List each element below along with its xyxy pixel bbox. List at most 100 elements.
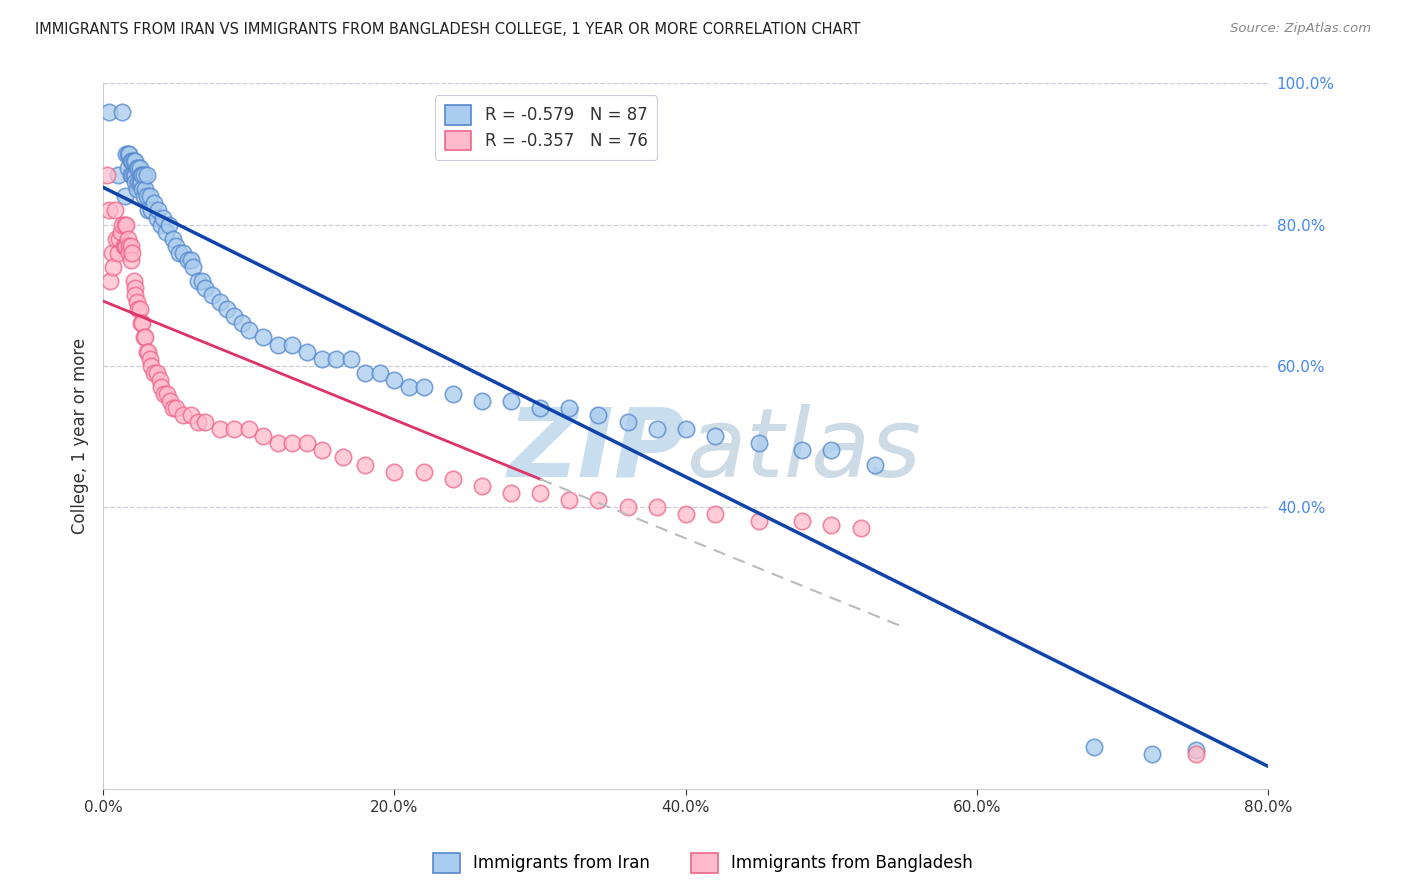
Legend: Immigrants from Iran, Immigrants from Bangladesh: Immigrants from Iran, Immigrants from Ba… bbox=[426, 847, 980, 880]
Point bbox=[131, 168, 153, 182]
Point bbox=[384, 373, 406, 387]
Point bbox=[1083, 739, 1105, 754]
Point bbox=[252, 429, 274, 443]
Point bbox=[155, 225, 177, 239]
Point bbox=[471, 478, 494, 492]
Point bbox=[208, 422, 231, 436]
Point bbox=[101, 245, 124, 260]
Point bbox=[124, 154, 146, 169]
Point bbox=[172, 408, 194, 422]
Point bbox=[120, 252, 142, 267]
Point bbox=[471, 394, 494, 409]
Point bbox=[295, 436, 318, 450]
Point bbox=[139, 189, 162, 203]
Point bbox=[180, 252, 202, 267]
Point bbox=[441, 387, 464, 401]
Point bbox=[675, 422, 697, 436]
Point bbox=[281, 337, 304, 351]
Point bbox=[146, 366, 169, 380]
Point bbox=[150, 380, 173, 394]
Point bbox=[104, 203, 127, 218]
Point bbox=[703, 507, 725, 521]
Point bbox=[125, 161, 148, 175]
Point bbox=[441, 472, 464, 486]
Point bbox=[111, 104, 134, 119]
Point bbox=[398, 380, 420, 394]
Point bbox=[134, 330, 156, 344]
Point bbox=[143, 196, 166, 211]
Point bbox=[231, 317, 253, 331]
Point bbox=[499, 394, 522, 409]
Point bbox=[121, 154, 143, 169]
Point bbox=[120, 154, 142, 169]
Point bbox=[107, 168, 129, 182]
Point bbox=[238, 323, 260, 337]
Point bbox=[115, 239, 138, 253]
Point bbox=[820, 443, 842, 458]
Point bbox=[332, 450, 354, 465]
Point bbox=[187, 415, 209, 429]
Point bbox=[120, 168, 142, 182]
Point bbox=[354, 366, 377, 380]
Point bbox=[149, 373, 172, 387]
Point bbox=[295, 344, 318, 359]
Point bbox=[128, 161, 150, 175]
Point bbox=[172, 245, 194, 260]
Point bbox=[281, 436, 304, 450]
Point bbox=[122, 168, 145, 182]
Point bbox=[131, 182, 153, 196]
Point bbox=[132, 189, 155, 203]
Point bbox=[118, 239, 141, 253]
Point bbox=[96, 168, 118, 182]
Point bbox=[176, 252, 198, 267]
Point bbox=[136, 344, 159, 359]
Point bbox=[134, 182, 156, 196]
Point bbox=[146, 211, 169, 225]
Point bbox=[748, 436, 770, 450]
Point bbox=[616, 500, 638, 514]
Point bbox=[558, 492, 581, 507]
Point bbox=[311, 351, 333, 366]
Point bbox=[645, 422, 668, 436]
Point bbox=[820, 517, 842, 532]
Point bbox=[194, 415, 217, 429]
Point bbox=[135, 344, 157, 359]
Point bbox=[159, 394, 181, 409]
Point bbox=[339, 351, 361, 366]
Point bbox=[499, 485, 522, 500]
Point bbox=[125, 182, 148, 196]
Point bbox=[107, 245, 129, 260]
Point bbox=[588, 408, 610, 422]
Point bbox=[412, 380, 434, 394]
Point bbox=[125, 295, 148, 310]
Point bbox=[384, 465, 406, 479]
Point bbox=[792, 514, 814, 528]
Point bbox=[183, 260, 205, 274]
Point bbox=[129, 317, 152, 331]
Point bbox=[117, 161, 139, 175]
Point bbox=[124, 288, 146, 302]
Point bbox=[162, 401, 184, 415]
Point bbox=[311, 443, 333, 458]
Point bbox=[124, 175, 146, 189]
Point bbox=[114, 189, 136, 203]
Point bbox=[131, 317, 153, 331]
Point bbox=[118, 147, 141, 161]
Point bbox=[325, 351, 347, 366]
Point bbox=[122, 274, 145, 288]
Point bbox=[128, 302, 150, 317]
Point bbox=[122, 154, 145, 169]
Point bbox=[127, 175, 149, 189]
Point bbox=[863, 458, 886, 472]
Point bbox=[224, 422, 246, 436]
Point bbox=[529, 485, 551, 500]
Point bbox=[117, 147, 139, 161]
Point bbox=[165, 239, 187, 253]
Point bbox=[187, 274, 209, 288]
Point bbox=[124, 281, 146, 295]
Text: Source: ZipAtlas.com: Source: ZipAtlas.com bbox=[1230, 22, 1371, 36]
Point bbox=[153, 387, 176, 401]
Point bbox=[103, 260, 125, 274]
Text: ZIP: ZIP bbox=[508, 404, 686, 497]
Point bbox=[849, 521, 872, 535]
